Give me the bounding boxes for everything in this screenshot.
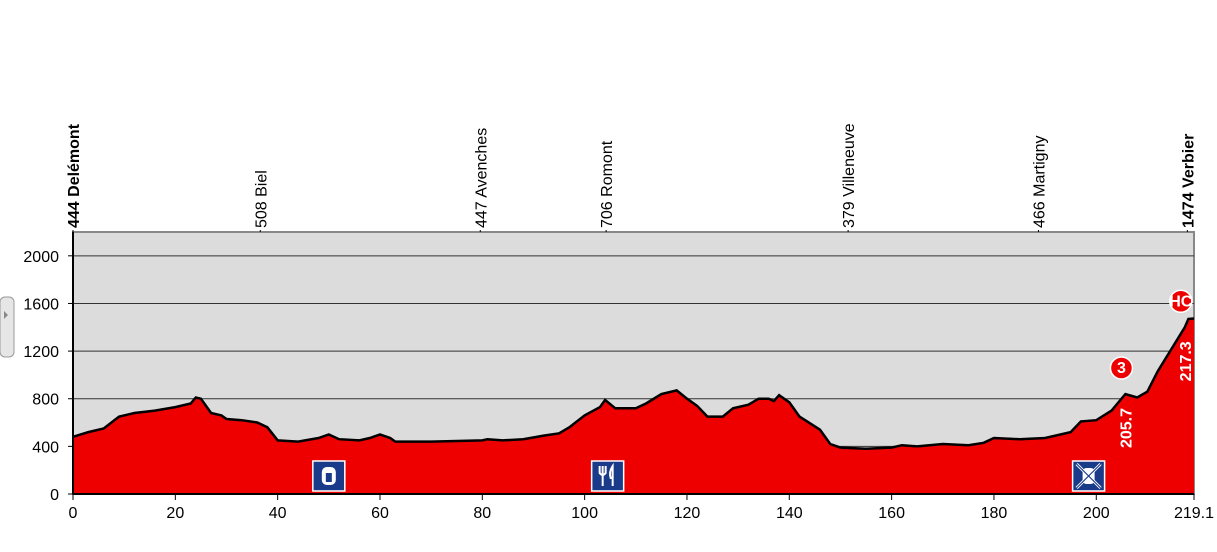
climb-marker: HC xyxy=(1169,289,1193,314)
climb-circle xyxy=(1169,289,1193,314)
x-tick-label: 200 xyxy=(1083,505,1110,522)
side-handle[interactable] xyxy=(0,296,15,358)
place-label: 508 Biel xyxy=(253,170,270,228)
place-label: 706 Romont xyxy=(599,140,616,228)
y-tick-label: 400 xyxy=(32,439,59,456)
place-label: 444 Delémont xyxy=(66,123,83,228)
profile-line xyxy=(72,317,1195,450)
x-tick-label: 80 xyxy=(473,505,491,522)
x-tick-label: 160 xyxy=(878,505,905,522)
x-tick-label: 219.1 xyxy=(1174,505,1214,522)
climb-km-label: 217.3 xyxy=(1178,341,1195,381)
handle-arrow xyxy=(4,311,8,319)
y-tick-label: 2000 xyxy=(23,249,59,266)
x-tick-label: 0 xyxy=(69,505,78,522)
icon-inner xyxy=(325,473,332,482)
icon-inner xyxy=(598,466,607,486)
x-tick-label: 100 xyxy=(571,505,598,522)
icon-box xyxy=(590,460,625,492)
service-icon xyxy=(312,460,346,492)
climb-circle xyxy=(1109,356,1134,380)
x-tick-label: 120 xyxy=(674,505,701,522)
place-label: 1474 Verbier xyxy=(1180,134,1197,228)
place-label: 466 Martigny xyxy=(1031,136,1048,229)
icon-inner xyxy=(1076,463,1102,489)
y-tick-label: 800 xyxy=(32,392,59,409)
icon-inner xyxy=(609,462,614,486)
x-tick-label: 20 xyxy=(166,505,184,522)
y-tick-label: 0 xyxy=(50,487,59,504)
y-tick-label: 1600 xyxy=(23,296,59,313)
profile-area xyxy=(73,318,1194,494)
service-icon xyxy=(590,460,625,492)
x-tick-label: 40 xyxy=(269,505,287,522)
climb-marker: 3 xyxy=(1109,356,1134,380)
x-tick-label: 180 xyxy=(981,505,1008,522)
x-tick-label: 60 xyxy=(371,505,389,522)
x-tick-label: 140 xyxy=(776,505,803,522)
service-icon xyxy=(1071,460,1106,492)
place-label: 447 Avenches xyxy=(473,128,490,228)
climb-category: 3 xyxy=(1117,360,1126,377)
place-label: 379 Villeneuve xyxy=(841,123,858,228)
y-tick-label: 1200 xyxy=(23,344,59,361)
climb-km-label: 205.7 xyxy=(1118,408,1135,448)
climb-category: HC xyxy=(1169,293,1193,310)
